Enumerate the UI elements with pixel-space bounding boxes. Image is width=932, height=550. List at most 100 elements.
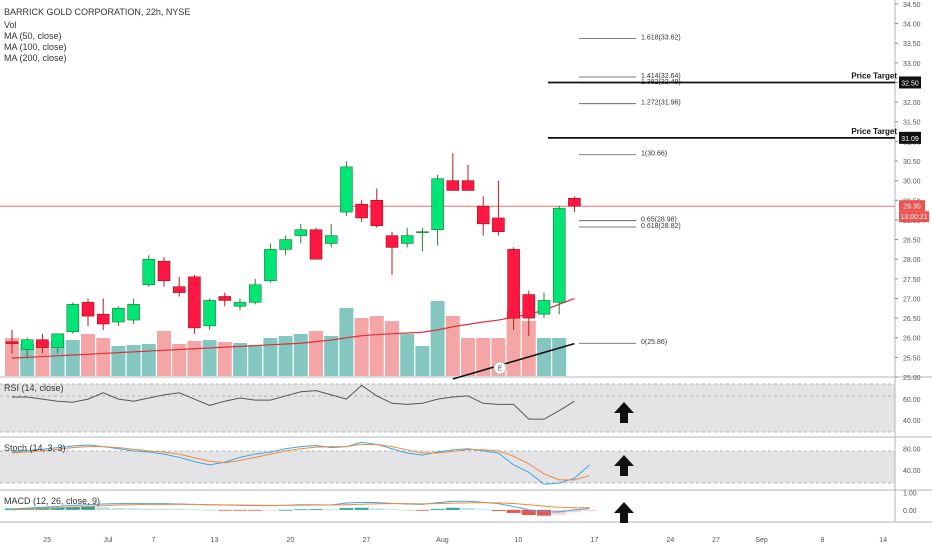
price-tick-label: 27.00 [903,296,921,303]
candle[interactable] [203,300,216,327]
candle[interactable] [112,308,125,323]
time-axis-label: 14 [879,537,887,544]
legend-vol[interactable]: Vol [4,20,17,30]
candle[interactable] [537,300,551,315]
macd-histogram-bar [81,506,95,510]
macd-histogram-bar [537,509,551,516]
price-target-label: Price Target [851,127,897,136]
candle[interactable] [568,198,581,207]
candle[interactable] [157,260,171,282]
price-tick-label: 34.00 [903,22,921,29]
macd-histogram-bar [263,509,278,511]
volume-bar [278,336,293,376]
price-target-badge [899,76,921,89]
candle[interactable] [522,294,536,319]
candle[interactable] [340,166,353,213]
candle[interactable] [66,304,80,333]
candle[interactable] [370,200,384,227]
candle[interactable] [142,258,156,285]
candle[interactable] [127,304,140,321]
volume-bar [385,321,399,376]
macd-histogram-bar [111,508,126,510]
macd-histogram-bar [582,509,597,511]
macd-histogram-bar [50,507,65,510]
legend-ma-200[interactable]: MA (200, close) [4,53,67,63]
macd-histogram-bar [567,509,582,513]
candle[interactable] [492,217,505,232]
price-tick-label: 28.00 [903,257,921,264]
stoch-label[interactable]: Stoch (14, 3, 3) [4,443,66,453]
macd-histogram-bar [400,509,415,511]
candle[interactable] [446,180,460,191]
price-tick-label: 28.50 [903,238,921,245]
rsi-label[interactable]: RSI (14, close) [4,383,64,393]
volume-bar [521,321,536,376]
candle[interactable] [188,276,201,329]
candle[interactable] [248,284,262,303]
volume-bar [65,340,80,376]
fib-level-label: 0.65(28.98) [641,217,677,224]
candle[interactable] [294,229,308,236]
indicator-tick-label: 60.00 [903,397,921,404]
fib-level-label: 1.272(31.96) [641,100,681,107]
price-tick-label: 25.50 [903,355,921,362]
candle[interactable] [36,339,49,348]
candle[interactable] [324,235,338,244]
candle[interactable] [461,180,475,191]
candle[interactable] [51,333,64,348]
time-axis-label: 25 [43,537,51,544]
up-arrow-icon [614,455,634,476]
price-target-value: 32.50 [901,80,919,87]
earnings-marker-label: E [498,366,503,373]
candle[interactable] [400,235,414,244]
macd-histogram-bar [430,508,445,510]
macd-label[interactable]: MACD (12, 26, close, 9) [4,496,101,506]
price-tick-label: 32.00 [903,100,921,107]
price-tick-label: 33.00 [903,61,921,68]
macd-histogram-bar [461,508,475,510]
macd-histogram-bar [369,508,384,510]
volume-bar [81,334,95,376]
candle[interactable] [355,203,368,219]
macd-histogram-bar [415,509,430,511]
candle[interactable] [416,231,429,233]
macd-histogram-bar [445,507,460,510]
macd-histogram-bar [506,509,521,513]
macd-signal-line [11,502,590,511]
candle[interactable] [218,296,232,301]
legend-ma-100[interactable]: MA (100, close) [4,42,67,52]
candle[interactable] [507,249,520,319]
volume-bar [339,308,354,376]
candle[interactable] [96,313,110,325]
candle[interactable] [552,207,566,303]
candle[interactable] [279,239,292,250]
macd-histogram-bar [187,509,202,511]
macd-histogram-bar [126,508,141,510]
symbol-title[interactable]: BARRICK GOLD CORPORATION, 22h, NYSE [4,7,191,17]
candle[interactable] [5,341,19,344]
earnings-marker[interactable] [493,361,507,375]
candle[interactable] [172,286,186,293]
ma-line [11,297,575,359]
candle[interactable] [385,235,399,248]
candle[interactable] [476,205,490,225]
candle[interactable] [233,302,247,307]
volume-bar [202,340,217,376]
volume-bar [430,301,445,376]
candle[interactable] [431,178,444,230]
volume-bar [233,343,247,376]
candle[interactable] [264,249,277,282]
volume-bar [369,316,384,376]
candle[interactable] [20,339,34,350]
last-price-badge [899,200,925,212]
legend-ma-50[interactable]: MA (50, close) [4,31,62,41]
price-tick-label: 27.50 [903,277,921,284]
time-axis-label: Sep [755,537,768,544]
candle[interactable] [81,302,95,317]
up-arrow-icon [614,402,634,423]
volume-bar [20,344,35,376]
volume-bar [248,345,263,376]
candle[interactable] [309,229,323,260]
price-tick-label: 33.50 [903,41,921,48]
